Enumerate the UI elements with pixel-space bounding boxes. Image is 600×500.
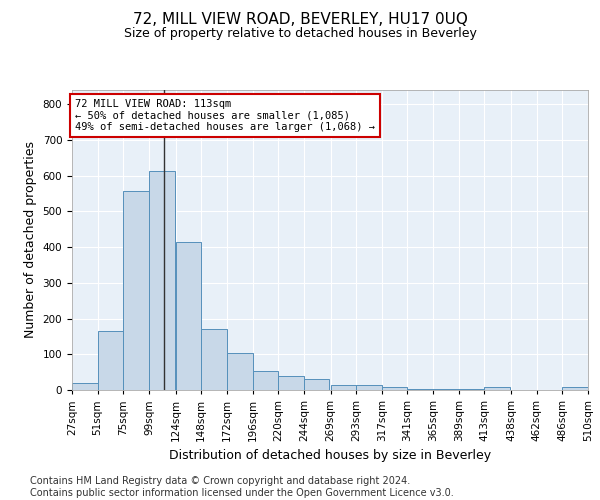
- Bar: [98, 331, 123, 390]
- Text: Size of property relative to detached houses in Beverley: Size of property relative to detached ho…: [124, 28, 476, 40]
- Bar: [176, 242, 201, 390]
- Bar: [562, 387, 588, 390]
- Bar: [382, 387, 407, 390]
- Text: 72 MILL VIEW ROAD: 113sqm
← 50% of detached houses are smaller (1,085)
49% of se: 72 MILL VIEW ROAD: 113sqm ← 50% of detac…: [75, 99, 375, 132]
- Bar: [201, 330, 227, 390]
- Bar: [304, 379, 329, 390]
- Bar: [149, 172, 175, 390]
- Bar: [278, 376, 304, 390]
- Bar: [407, 389, 433, 390]
- Bar: [227, 353, 253, 390]
- Bar: [433, 389, 459, 390]
- Bar: [356, 385, 382, 390]
- Bar: [459, 389, 484, 390]
- Bar: [123, 190, 149, 390]
- X-axis label: Distribution of detached houses by size in Beverley: Distribution of detached houses by size …: [169, 450, 491, 462]
- Text: Contains HM Land Registry data © Crown copyright and database right 2024.
Contai: Contains HM Land Registry data © Crown c…: [30, 476, 454, 498]
- Bar: [72, 383, 98, 390]
- Bar: [331, 385, 356, 390]
- Bar: [253, 372, 278, 390]
- Text: 72, MILL VIEW ROAD, BEVERLEY, HU17 0UQ: 72, MILL VIEW ROAD, BEVERLEY, HU17 0UQ: [133, 12, 467, 28]
- Y-axis label: Number of detached properties: Number of detached properties: [24, 142, 37, 338]
- Bar: [484, 387, 510, 390]
